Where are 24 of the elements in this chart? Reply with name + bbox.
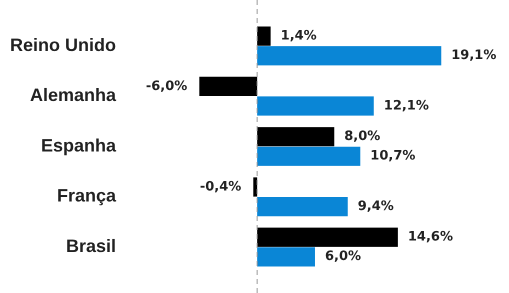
y-tick-label: Reino Unido — [10, 34, 116, 55]
data-label: 8,0% — [344, 129, 380, 144]
data-label: -6,0% — [146, 78, 188, 94]
bar — [257, 228, 398, 247]
bar — [257, 46, 442, 66]
y-tick-label: Brasil — [66, 236, 116, 256]
data-label: 10,7% — [370, 148, 416, 164]
y-tick-label: Espanha — [40, 135, 117, 156]
y-tick-label: Alemanha — [30, 85, 117, 106]
data-label: 9,4% — [358, 198, 394, 214]
bar — [257, 247, 315, 266]
bar — [257, 26, 271, 46]
y-tick-label: França — [56, 186, 117, 206]
bar — [199, 76, 258, 96]
bar — [257, 196, 348, 216]
data-label: 6,0% — [324, 249, 362, 264]
bar — [257, 146, 360, 166]
bar — [257, 127, 334, 146]
data-label: 14,6% — [408, 230, 453, 245]
data-label: -0,4% — [200, 179, 242, 194]
data-label: 19,1% — [451, 48, 496, 64]
data-label: 1,4% — [280, 28, 317, 44]
data-label: 12,1% — [384, 98, 429, 114]
bar — [257, 96, 374, 116]
